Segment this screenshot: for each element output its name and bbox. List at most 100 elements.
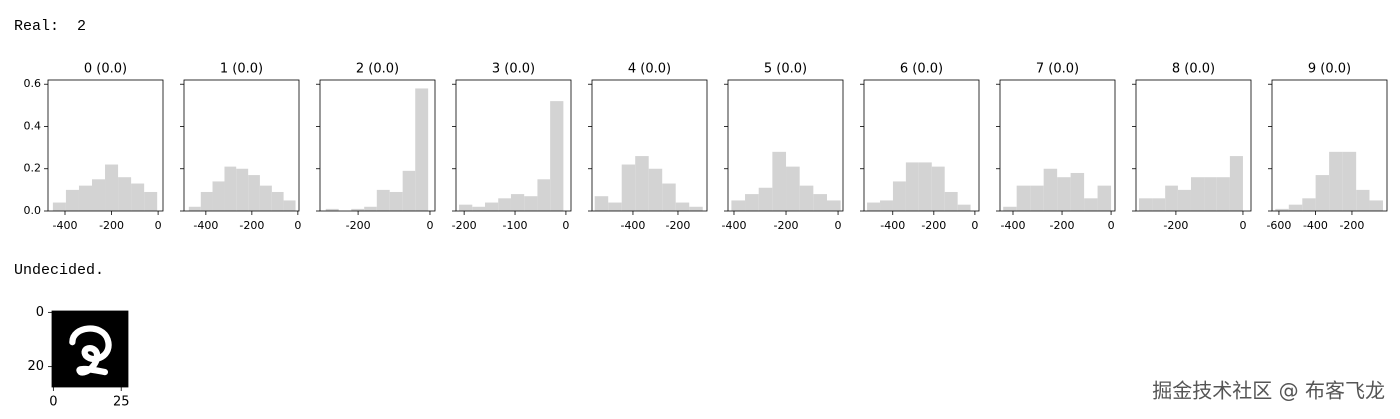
bar — [1369, 200, 1383, 211]
bar — [236, 168, 249, 211]
bar — [144, 191, 158, 211]
chart-title: 8 (0.0) — [1172, 62, 1215, 77]
bar — [675, 202, 690, 211]
bar — [635, 156, 649, 211]
axes-frame — [863, 79, 980, 212]
chart-title: 6 (0.0) — [900, 62, 943, 77]
digit — [69, 325, 112, 376]
bar — [944, 191, 958, 211]
bar — [786, 166, 800, 211]
bar — [905, 162, 919, 211]
bar — [880, 200, 893, 211]
x-tick-label: 0 — [49, 395, 57, 410]
chart-title: 7 (0.0) — [1036, 62, 1079, 77]
x-tick-label: 0 — [294, 219, 301, 232]
bar — [351, 208, 365, 211]
bar — [1315, 175, 1330, 211]
x-tick-label: -200 — [99, 219, 124, 232]
x-tick-label: -200 — [1163, 219, 1188, 232]
bar — [325, 208, 339, 211]
x-tick-label: -200 — [239, 219, 264, 232]
bar — [248, 175, 260, 211]
bar — [510, 194, 525, 211]
bar — [376, 189, 390, 211]
bar — [758, 187, 773, 211]
bar — [1216, 177, 1230, 211]
x-tick-label: -200 — [1050, 219, 1075, 232]
x-tick-label: -400 — [1001, 219, 1026, 232]
chart-title: 1 (0.0) — [220, 62, 263, 77]
x-tick-label: 0 — [155, 219, 162, 232]
chart-title: 3 (0.0) — [492, 62, 535, 77]
bar — [608, 202, 622, 211]
bar — [799, 185, 814, 211]
bar — [1229, 156, 1243, 211]
bar — [105, 164, 119, 211]
bar — [283, 200, 296, 211]
axes-frame — [999, 79, 1116, 212]
chart-title: 0 (0.0) — [84, 62, 127, 77]
axes-frame — [183, 79, 300, 212]
bar — [957, 204, 971, 211]
x-tick-label: -200 — [452, 219, 477, 232]
y-tick-label: 20 — [27, 359, 44, 374]
x-tick-label: -400 — [620, 219, 645, 232]
x-tick-label: -200 — [1339, 219, 1364, 232]
bar — [662, 183, 676, 211]
bar — [1139, 198, 1153, 211]
bar — [212, 181, 225, 211]
bar — [91, 179, 106, 211]
chart-title: 4 (0.0) — [628, 62, 671, 77]
bar — [131, 183, 145, 211]
x-tick-label: 0 — [971, 219, 978, 232]
axes-frame — [47, 79, 164, 212]
bar — [459, 204, 473, 211]
axes-frame — [51, 310, 129, 388]
bar — [918, 162, 932, 211]
bar — [867, 202, 881, 211]
bar — [731, 200, 746, 211]
bar — [594, 196, 609, 211]
y-tick-label: 0.6 — [24, 77, 42, 90]
bar — [1165, 185, 1178, 211]
bar — [826, 200, 841, 211]
bar — [259, 185, 272, 211]
bar — [892, 181, 906, 211]
y-tick-label: 0.4 — [24, 119, 42, 132]
chart-title: 9 (0.0) — [1308, 62, 1351, 77]
y-tick-label: 0 — [36, 305, 44, 320]
x-tick-label: 0 — [1239, 219, 1246, 232]
bar — [648, 168, 663, 211]
axes-frame — [1135, 79, 1252, 212]
bar — [1356, 189, 1370, 211]
bar — [537, 179, 551, 211]
bar — [1043, 168, 1058, 211]
x-tick-label: -200 — [774, 219, 799, 232]
watermark: 掘金技术社区 @ 布客飞龙 — [1152, 379, 1385, 403]
x-tick-label: -200 — [665, 219, 690, 232]
axes-frame — [1271, 79, 1388, 212]
bar — [415, 88, 429, 211]
bar — [364, 206, 377, 211]
bar — [65, 189, 79, 211]
bar — [931, 166, 945, 211]
bar — [472, 206, 486, 211]
chart-title: 2 (0.0) — [356, 62, 399, 77]
axes-frame — [455, 79, 572, 212]
x-tick-label: -600 — [1266, 219, 1291, 232]
bar — [1342, 151, 1357, 211]
bar — [389, 191, 403, 211]
bar — [485, 202, 499, 211]
bar — [1097, 185, 1112, 211]
x-tick-label: -200 — [921, 219, 946, 232]
bar — [621, 164, 636, 211]
bar — [1275, 208, 1289, 211]
bar — [271, 191, 284, 211]
bar — [402, 170, 416, 211]
axes-frame — [591, 79, 708, 212]
x-tick-label: -400 — [721, 219, 746, 232]
bar — [224, 166, 237, 211]
bar — [1084, 198, 1098, 211]
header-text: Real: 2 — [14, 18, 86, 35]
